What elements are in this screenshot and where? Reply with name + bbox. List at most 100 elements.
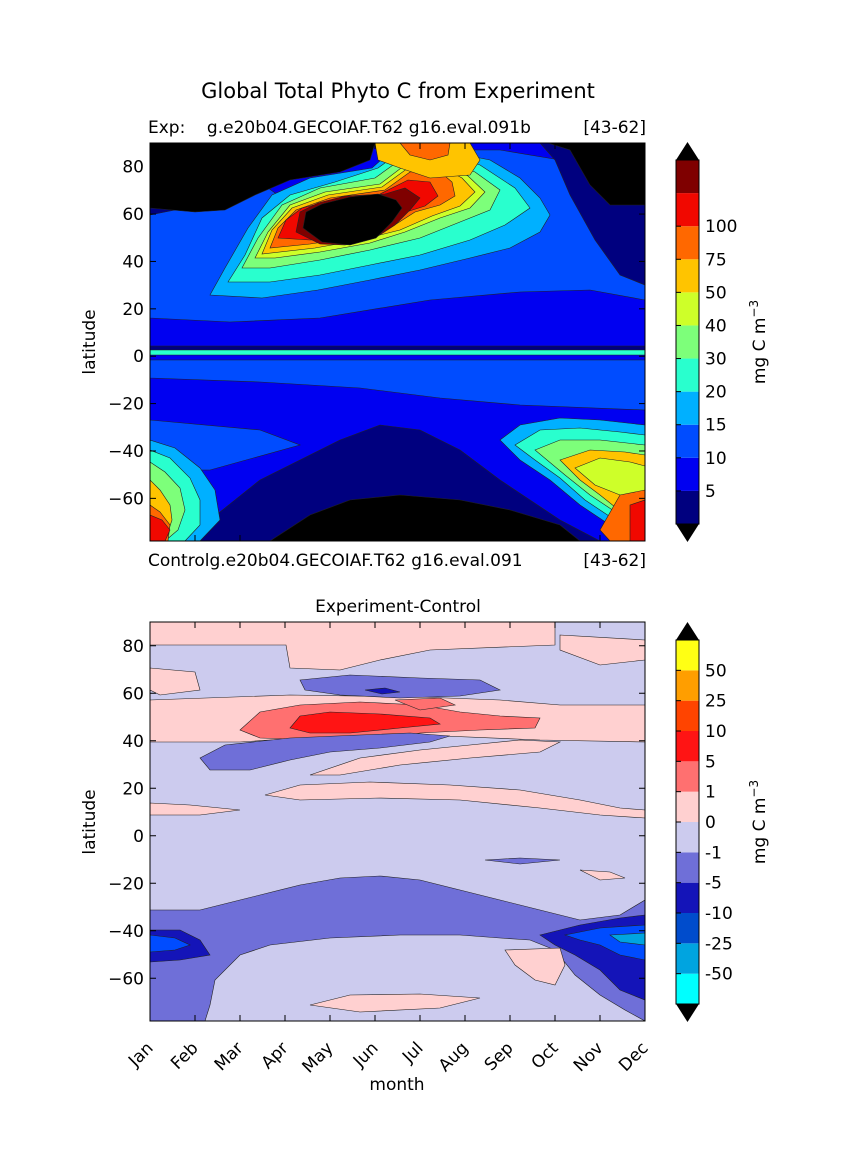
bottom-pos-30: [309, 739, 562, 776]
bottom-colorbar-over-arrow: [676, 622, 699, 640]
bottom-colorbar-under-arrow: [676, 1004, 699, 1022]
bottom-pos-48-upper: [394, 697, 457, 711]
bottom-colorbar-segment: [676, 640, 699, 671]
bottom-x-tick-label: Oct: [528, 1038, 563, 1073]
bottom-y-tick-label: −60: [108, 969, 144, 989]
top-south-low: [150, 359, 645, 471]
figure-title: Global Total Phyto C from Experiment: [201, 79, 595, 103]
top-subtitle-right: [43-62]: [583, 118, 646, 138]
top-colorbar-under-arrow: [676, 524, 699, 542]
top-y-ticks: −60 −40 −20 0 20 40 60 80: [108, 158, 645, 509]
top-colorbar-segment: [676, 391, 699, 425]
bottom-x-tick-label: Dec: [615, 1038, 652, 1075]
bottom-y-tick-label: 20: [122, 779, 144, 799]
bottom-y-tick-label: −20: [108, 874, 144, 894]
top-south-right-50: [574, 457, 645, 501]
top-colorbar-tick-label: 5: [705, 482, 716, 502]
bottom-colorbar-tick-label: -50: [705, 965, 733, 985]
top-colorbar-segment: [676, 292, 699, 326]
bottom-pos-15: [264, 781, 645, 819]
top-colorbar-segment: [676, 160, 699, 194]
top-colorbar-segment: [676, 325, 699, 359]
top-subtitle-left: Exp: g.e20b04.GECOIAF.T62 g16.eval.091b: [148, 118, 531, 138]
top-colorbar-segment: [676, 424, 699, 458]
top-arctic-dark-right: [547, 143, 645, 206]
bottom-x-axis-label: month: [369, 1075, 424, 1095]
bottom-neg-62: [299, 674, 501, 699]
bottom-y-tick-label: 60: [122, 684, 144, 704]
bottom-x-tick-label: Nov: [570, 1038, 608, 1076]
bottom-colorbar-tick-label: 25: [705, 692, 727, 712]
bottom-colorbar-segment: [676, 852, 699, 883]
top-colorbar-frame: [675, 159, 700, 525]
top-equator-30: [150, 349, 645, 356]
top-x-ticks: [149, 143, 646, 541]
bottom-pos-far-south: [309, 993, 481, 1013]
top-north-saturated: [302, 193, 403, 246]
top-colorbar-tick-label: 10: [705, 449, 727, 469]
bottom-colorbar-segment: [676, 973, 699, 1004]
bottom-y-tick-label: 0: [133, 827, 144, 847]
bottom-neg-38: [199, 732, 451, 771]
bottom-y-tick-label: 40: [122, 732, 144, 752]
top-arctic-dark-left: [150, 143, 376, 213]
bottom-x-tick-label: Feb: [167, 1038, 202, 1073]
bottom-colorbar-tick-label: -25: [705, 934, 733, 954]
bottom-x-tick-label: Aug: [435, 1038, 473, 1076]
bottom-panel: Controlg.e20b04.GECOIAF.T62 g16.eval.091…: [80, 551, 770, 1095]
bottom-colorbar-segment: [676, 913, 699, 944]
bottom-caption-right: [43-62]: [583, 551, 646, 571]
bottom-colorbar-segment: [676, 791, 699, 822]
top-y-tick-label: 80: [122, 158, 144, 178]
top-colorbar-tick-label: 15: [705, 416, 727, 436]
bottom-neg-south-right-10: [563, 924, 645, 961]
bottom-x-tick-label: May: [299, 1038, 338, 1077]
top-y-axis-label: latitude: [80, 309, 100, 374]
bottom-x-tick-label: Mar: [211, 1038, 248, 1075]
top-arctic-hotspot: [374, 143, 481, 179]
top-colorbar-tick-label: 20: [705, 383, 727, 403]
bottom-y-ticks: −60 −40 −20 0 20 40 60 80: [108, 637, 645, 989]
bottom-colorbar-tick-label: 5: [705, 752, 716, 772]
bottom-neg-62-core: [364, 687, 401, 695]
bottom-pos-10-left: [150, 802, 241, 816]
bottom-y-tick-label: −40: [108, 922, 144, 942]
top-colorbar-tick-label: 40: [705, 316, 727, 336]
bottom-plot-frame: [149, 621, 646, 1022]
bottom-caption-left: Controlg.e20b04.GECOIAF.T62 g16.eval.091: [148, 551, 523, 571]
top-colorbar-tick-label: 50: [705, 283, 727, 303]
bottom-y-tick-label: 80: [122, 637, 144, 657]
bottom-pos-north-top: [150, 622, 645, 671]
bottom-colorbar-segment: [676, 731, 699, 762]
top-y-tick-label: 60: [122, 205, 144, 225]
bottom-heatmap: [150, 622, 645, 1021]
bottom-colorbar-segment: [676, 761, 699, 792]
bottom-x-tick-label: Jul: [398, 1038, 427, 1067]
top-panel: Exp: g.e20b04.GECOIAF.T62 g16.eval.091b …: [80, 118, 770, 542]
top-south-left-100: [150, 514, 171, 541]
top-y-tick-label: 0: [133, 347, 144, 367]
top-y-tick-label: 20: [122, 300, 144, 320]
bottom-x-tick-label: Jan: [124, 1038, 157, 1071]
top-colorbar-tick-label: 30: [705, 350, 727, 370]
bottom-title: Experiment-Control: [315, 597, 481, 617]
bottom-y-axis-label: latitude: [80, 789, 100, 854]
bottom-colorbar-tick-label: 10: [705, 722, 727, 742]
top-arctic-hotspot-core: [399, 143, 451, 161]
top-heatmap: [150, 143, 645, 541]
bottom-pos-south-dec: [579, 869, 626, 881]
top-colorbar-segment: [676, 490, 699, 524]
bottom-colorbar-label: mg C m−3: [747, 780, 770, 864]
bottom-colorbar-tick-label: -1: [705, 843, 722, 863]
bottom-colorbar-tick-label: -10: [705, 904, 733, 924]
bottom-colorbar-segment: [676, 943, 699, 974]
bottom-pos-south-right: [504, 947, 566, 986]
top-colorbar-label: mg C m−3: [747, 300, 770, 384]
bottom-pos-48-10: [289, 711, 441, 734]
bottom-x-tick-label: Apr: [258, 1038, 293, 1073]
top-colorbar-over-arrow: [676, 142, 699, 160]
bottom-neg-south-left-10: [150, 934, 191, 953]
bottom-colorbar-segment: [676, 882, 699, 913]
bottom-x-tick-label: Sep: [481, 1038, 518, 1075]
top-south-black: [269, 494, 581, 541]
